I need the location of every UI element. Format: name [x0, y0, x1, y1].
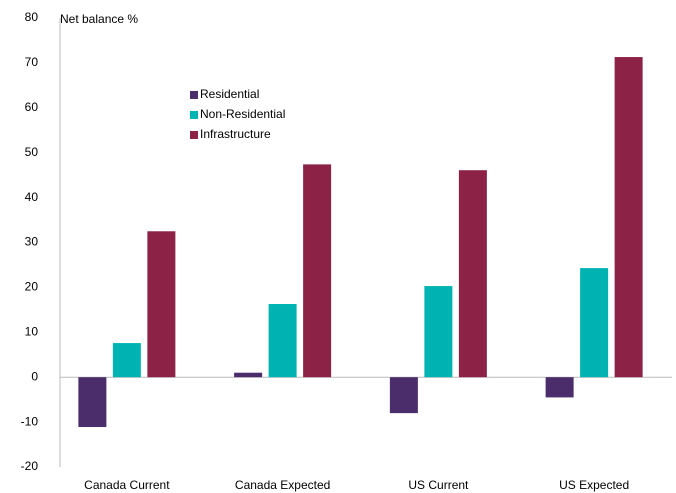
y-tick-label: 30 — [25, 235, 39, 249]
y-tick-label: 70 — [25, 55, 39, 69]
bar — [112, 343, 141, 378]
legend-swatch — [190, 91, 198, 99]
bar — [614, 57, 643, 378]
bar — [147, 231, 176, 378]
y-tick-label: 40 — [25, 190, 39, 204]
bar — [303, 164, 332, 378]
bar — [268, 304, 297, 378]
y-tick-label: -10 — [21, 414, 39, 428]
legend-label: Residential — [200, 87, 259, 101]
y-tick-label: 50 — [25, 145, 39, 159]
legend-swatch — [190, 111, 198, 119]
x-tick-label: US Current — [408, 478, 469, 492]
bar — [389, 377, 418, 414]
bar — [545, 377, 574, 398]
y-tick-label: 80 — [25, 10, 39, 24]
y-tick-label: 60 — [25, 100, 39, 114]
y-tick-label: -20 — [21, 459, 39, 473]
legend-swatch — [190, 131, 198, 139]
bar — [78, 377, 107, 428]
y-tick-label: 20 — [25, 280, 39, 294]
bar — [234, 372, 263, 378]
y-tick-label: 10 — [25, 324, 39, 338]
bar — [458, 170, 487, 378]
y-axis-label: Net balance % — [60, 12, 138, 26]
y-tick-label: 0 — [31, 369, 38, 383]
bar — [580, 268, 609, 378]
x-tick-label: US Expected — [559, 478, 629, 492]
bar — [424, 286, 453, 378]
legend-label: Non-Residential — [200, 107, 285, 121]
legend-label: Infrastructure — [200, 127, 271, 141]
x-tick-label: Canada Current — [84, 478, 170, 492]
x-tick-label: Canada Expected — [235, 478, 330, 492]
